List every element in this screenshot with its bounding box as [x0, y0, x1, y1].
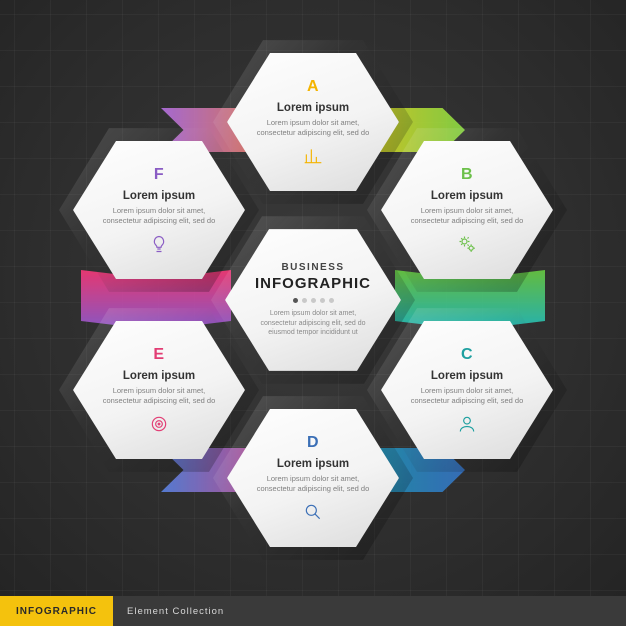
center-body: Lorem ipsum dolor sit amet, consectetur …: [251, 309, 375, 338]
hex-body: Lorem ipsum dolor sit amet, consectetur …: [253, 118, 373, 138]
hex-letter: F: [154, 166, 164, 184]
hex-letter: E: [153, 346, 164, 364]
target-icon: [149, 414, 169, 434]
person-icon: [457, 414, 477, 434]
hex-body: Lorem ipsum dolor sit amet, consectetur …: [99, 386, 219, 406]
hex-title: Lorem ipsum: [431, 370, 503, 382]
magnifier-icon: [303, 502, 323, 522]
hex-letter: C: [461, 346, 473, 364]
center-title: INFOGRAPHIC: [255, 275, 371, 292]
infographic-canvas: A Lorem ipsum Lorem ipsum dolor sit amet…: [0, 0, 626, 626]
hex-letter: D: [307, 434, 319, 452]
hex-title: Lorem ipsum: [277, 458, 349, 470]
gears-icon: [457, 234, 477, 254]
hex-title: Lorem ipsum: [277, 102, 349, 114]
footer-tag-label: INFOGRAPHIC: [16, 606, 97, 617]
bar-chart-icon: [303, 146, 323, 166]
hex-title: Lorem ipsum: [123, 190, 195, 202]
hex-title: Lorem ipsum: [431, 190, 503, 202]
center-pretitle: BUSINESS: [281, 262, 344, 273]
hex-letter: A: [307, 78, 319, 96]
hex-body: Lorem ipsum dolor sit amet, consectetur …: [407, 386, 527, 406]
pager-dots: [293, 298, 334, 303]
bulb-icon: [149, 234, 169, 254]
hex-body: Lorem ipsum dolor sit amet, consectetur …: [407, 206, 527, 226]
hex-body: Lorem ipsum dolor sit amet, consectetur …: [99, 206, 219, 226]
footer-tag: INFOGRAPHIC: [0, 596, 113, 626]
footer-bar: INFOGRAPHIC Element Collection: [0, 596, 626, 626]
footer-subtitle: Element Collection: [113, 596, 626, 626]
hex-body: Lorem ipsum dolor sit amet, consectetur …: [253, 474, 373, 494]
hex-cell-center: BUSINESS INFOGRAPHIC Lorem ipsum dolor s…: [219, 217, 407, 383]
hex-letter: B: [461, 166, 473, 184]
footer-sub-label: Element Collection: [127, 606, 224, 617]
hex-title: Lorem ipsum: [123, 370, 195, 382]
